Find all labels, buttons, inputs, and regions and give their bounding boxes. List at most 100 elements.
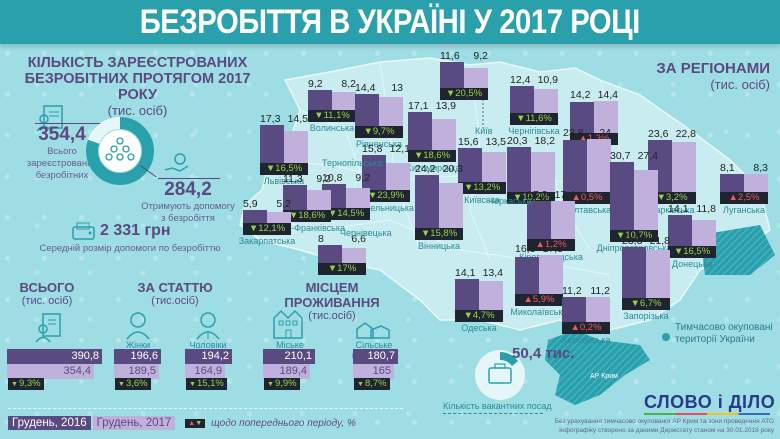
region-bar-group: 11,2 11,2 ▲0,2% Херсонська: [562, 285, 611, 345]
region-value-2017: 11,8: [696, 202, 716, 215]
receiving-benefit-value: 284,2: [164, 179, 212, 200]
triangle-down-icon: ▼: [189, 381, 196, 388]
region-change-badge: ▼12,1%: [243, 222, 291, 235]
region-name: Київська: [464, 194, 500, 205]
region-value-2017: 8,2: [341, 77, 356, 90]
triangle-down-icon: ▼: [357, 381, 364, 388]
legend-change-icon: ▲▼: [185, 418, 206, 428]
region-values: 17,1 13,9: [408, 100, 456, 112]
man-icon: [196, 312, 220, 340]
region-bar-group: 8,1 8,3 ▲2,5% Луганська: [720, 162, 768, 215]
region-name: Закарпатська: [238, 235, 296, 246]
region-values: 15,6 13,5: [458, 136, 506, 148]
region-value-2016: 8: [318, 233, 324, 246]
region-value-2017: 9,2: [316, 173, 331, 186]
region-value-2016: 17,2: [527, 188, 548, 201]
connector-line: [158, 178, 220, 179]
region-bar-group: 8 6,6 ▼17%: [318, 233, 366, 275]
receiving-benefit-stat: 284,2 Отримують допомогу з безробіття: [138, 179, 238, 225]
region-value-2016: 14,1: [455, 266, 476, 279]
rural-bar-2017: 165: [353, 364, 394, 379]
vacancies-donut: [475, 350, 525, 400]
region-value-2017: 13,9: [435, 100, 456, 113]
region-values: 14,4 13: [355, 82, 403, 94]
total-registered-label: Всього: [47, 146, 77, 157]
men-bar-2017: 164,9: [185, 364, 225, 379]
urban-bar-2016: 210,1: [263, 349, 315, 364]
region-value-2017: 5,2: [276, 198, 291, 211]
avg-benefit-caption: Середній розмір допомоги по безробіттю: [20, 243, 240, 255]
region-bar-group: 14,1 13,4 ▼4,7% Одеська: [455, 267, 503, 333]
region-value-2016: 20,3: [507, 135, 528, 148]
region-change-badge: ▼17%: [318, 262, 366, 275]
region-bar-group: 5,9 5,2 ▼12,1% Закарпатська: [239, 198, 296, 246]
total-unit: (тис. осіб): [21, 295, 73, 307]
region-value-2016: 17,1: [408, 100, 429, 113]
village-house-icon: [356, 322, 390, 339]
region-name: Чернігівська: [508, 125, 560, 136]
region-value-2016: 5,9: [243, 198, 258, 211]
region-value-2016: 16,8: [515, 242, 536, 255]
region-bar-group: 15,8 12,1 ▼23,9% Хмельницька: [358, 143, 414, 213]
bar-2016: [610, 162, 634, 242]
region-change-badge: ▼11,6%: [510, 112, 558, 125]
briefcase-icon: [488, 367, 512, 384]
occupied-legend-dot: [662, 333, 670, 341]
region-value-2017: 13,4: [482, 266, 503, 279]
spacer: [518, 364, 519, 365]
region-name: Вінницька: [418, 240, 460, 251]
region-value-2017: 12,1: [389, 143, 410, 156]
women-label: Жінки: [125, 340, 151, 350]
residence-unit: (тис.осіб): [308, 310, 356, 322]
region-change-badge: ▼11,1%: [308, 109, 356, 122]
region-bar-group: 24,2 20,3 ▼15,8% Вінницька: [415, 163, 463, 251]
receiving-benefit-label: Отримують допомогу: [141, 201, 235, 212]
region-change-badge: ▼18,6%: [408, 149, 456, 162]
page-title: БЕЗРОБІТТЯ В УКРАЇНІ У 2017 РОЦІ: [139, 2, 641, 41]
region-name: Львівська: [263, 175, 305, 186]
region-value-2017: 13,5: [485, 135, 506, 148]
receiving-benefit-label: з безробіття: [161, 213, 215, 224]
triangle-down-icon: ▼: [267, 381, 274, 388]
region-value-2016: 11,2: [562, 285, 582, 298]
region-change-badge: ▼16,5%: [260, 162, 308, 175]
region-values: 10,8 9,2: [322, 172, 370, 184]
brand-color-line: [644, 413, 770, 415]
region-bar-group: 23,3 21,8 ▼6,7% Запорізька: [622, 235, 670, 321]
region-value-2017: 22,8: [675, 128, 696, 141]
region-values: 11,3 9,2: [283, 173, 331, 185]
footnote-line1: Без урахування тимчасово окупованої АР К…: [554, 418, 774, 425]
region-values: 23,8 24: [563, 127, 611, 139]
region-value-2017: 9,2: [355, 172, 370, 185]
region-value-2016: 23,8: [563, 127, 584, 140]
region-value-2017: 17,4: [554, 188, 575, 201]
region-value-2017: 24: [599, 127, 611, 140]
region-value-2017: 20,3: [442, 162, 463, 175]
vacancies-underline: [443, 413, 543, 414]
men-label: Чоловіки: [189, 340, 227, 350]
region-name: Херсонська: [561, 334, 611, 345]
region-change-badge: ▼16,5%: [668, 245, 716, 258]
region-change-badge: ▲2,5%: [720, 191, 768, 204]
connector-line: [35, 123, 103, 124]
region-name: Запорізька: [623, 310, 669, 321]
region-name: Волинська: [309, 122, 355, 133]
region-change-badge: ▼3,2%: [648, 191, 696, 204]
region-value-2016: 15,6: [458, 135, 479, 148]
region-value-2017: 27,4: [637, 150, 658, 163]
region-change-badge: ▼10,7%: [610, 229, 658, 242]
region-change-badge: ▼23,9%: [362, 189, 410, 202]
region-name: Хмельницька: [358, 202, 414, 213]
vacancies-label: Кількість вакантних посад: [443, 401, 552, 411]
region-change-badge: ▼9,7%: [355, 125, 403, 138]
residence-section-title: МІСЦЕМ ПРОЖИВАННЯ (тис.осіб): [268, 280, 396, 322]
title-bar: БЕЗРОБІТТЯ В УКРАЇНІ У 2017 РОЦІ: [0, 0, 780, 44]
total-change-badge: ▼9,3%: [8, 378, 44, 390]
total-section-title: ВСЬОГО (тис. осіб): [12, 280, 82, 307]
urban-bar-2017: 189,4: [263, 364, 310, 379]
region-name: Тернопільська: [322, 158, 383, 168]
rural-change-badge: ▼8,7%: [354, 378, 390, 390]
region-value-2017: 11,2: [590, 285, 610, 298]
region-bars: [610, 162, 658, 242]
region-bar-group: 12,4 10,9 ▼11,6% Чернігівська: [508, 74, 559, 136]
